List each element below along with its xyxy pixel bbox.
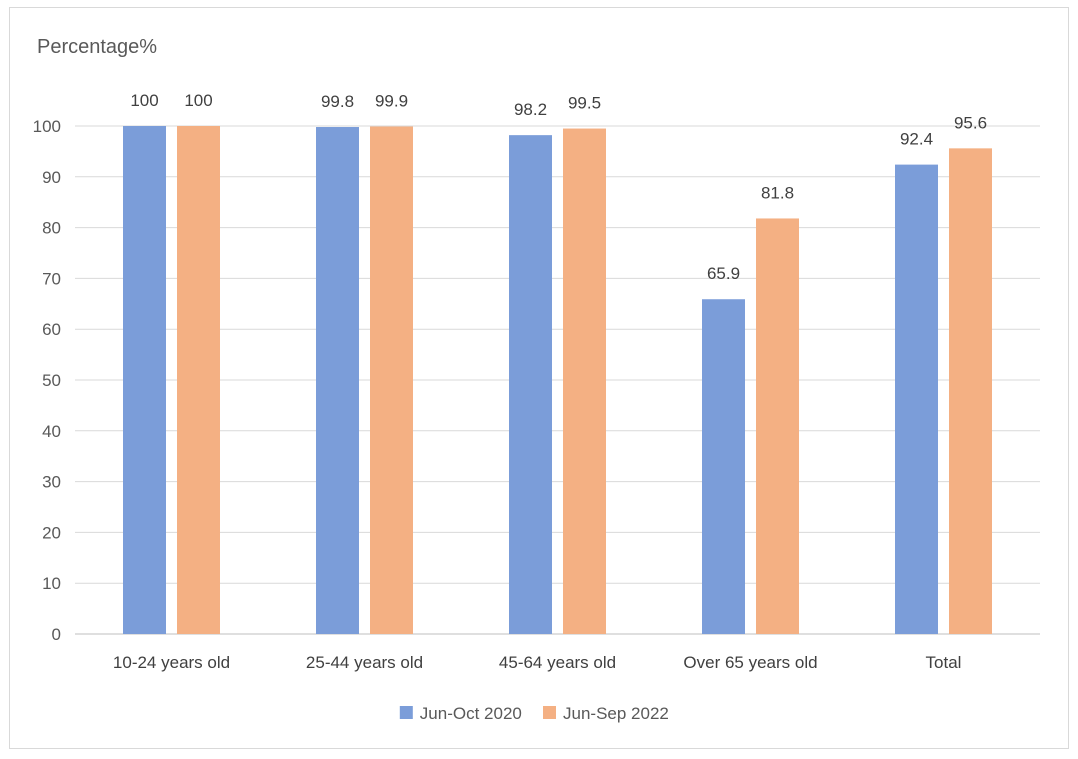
bar-jun-oct-2020-4: [895, 164, 938, 634]
y-tick-label-20: 20: [42, 523, 61, 542]
bar-jun-sep-2022-3: [756, 218, 799, 634]
bar-jun-sep-2022-0: [177, 126, 220, 634]
data-label-jun-oct-2020-0: 100: [130, 91, 158, 110]
gridlines: [75, 125, 1040, 635]
y-tick-label-10: 10: [42, 574, 61, 593]
legend-swatch-0: [399, 706, 413, 719]
y-tick-label-0: 0: [52, 625, 61, 644]
bar-jun-oct-2020-3: [702, 299, 745, 634]
y-axis-ticks: 0 10 20 30 40 50 60 70 80 90 100: [33, 117, 61, 644]
legend-label-0: Jun-Oct 2020: [420, 704, 522, 723]
x-axis-labels: 10-24 years old 25-44 years old 45-64 year…: [113, 653, 962, 672]
legend: Jun-Oct 2020 Jun-Sep 2022: [399, 704, 669, 723]
y-tick-label-30: 30: [42, 473, 61, 492]
y-tick-label-60: 60: [42, 320, 61, 339]
x-category-label-1: 25-44 years old: [306, 653, 423, 672]
data-label-jun-sep-2022-0: 100: [184, 91, 212, 110]
legend-label-1: Jun-Sep 2022: [563, 704, 669, 723]
data-label-jun-sep-2022-1: 99.9: [375, 92, 408, 111]
x-category-label-4: Total: [926, 653, 962, 672]
x-category-label-3: Over 65 years old: [683, 653, 817, 672]
bar-jun-sep-2022-1: [370, 126, 413, 635]
data-label-jun-oct-2020-4: 92.4: [900, 130, 933, 149]
bars: 100 100 99.8 99.9 98.2 99.5 65.9 81.8 92.4 95.6: [123, 91, 992, 635]
y-tick-label-100: 100: [33, 117, 61, 136]
y-tick-label-70: 70: [42, 269, 61, 288]
bar-jun-oct-2020-2: [509, 135, 552, 635]
x-category-label-0: 10-24 years old: [113, 653, 230, 672]
y-tick-label-50: 50: [42, 371, 61, 390]
y-tick-label-40: 40: [42, 422, 61, 441]
y-tick-label-80: 80: [42, 219, 61, 238]
data-label-jun-oct-2020-2: 98.2: [514, 100, 547, 119]
data-label-jun-oct-2020-3: 65.9: [707, 264, 740, 283]
data-label-jun-sep-2022-3: 81.8: [761, 183, 794, 202]
bar-jun-oct-2020-0: [123, 126, 166, 634]
legend-swatch-1: [543, 706, 556, 719]
x-category-label-2: 45-64 years old: [499, 653, 616, 672]
data-label-jun-sep-2022-4: 95.6: [954, 113, 987, 132]
data-label-jun-sep-2022-2: 99.5: [568, 94, 601, 113]
y-tick-label-90: 90: [42, 168, 61, 187]
data-label-jun-oct-2020-1: 99.8: [321, 92, 354, 111]
bar-jun-sep-2022-2: [563, 128, 606, 635]
y-axis-title: Percentage%: [37, 36, 157, 58]
bar-jun-sep-2022-4: [949, 148, 992, 635]
bar-jun-oct-2020-1: [316, 127, 359, 635]
